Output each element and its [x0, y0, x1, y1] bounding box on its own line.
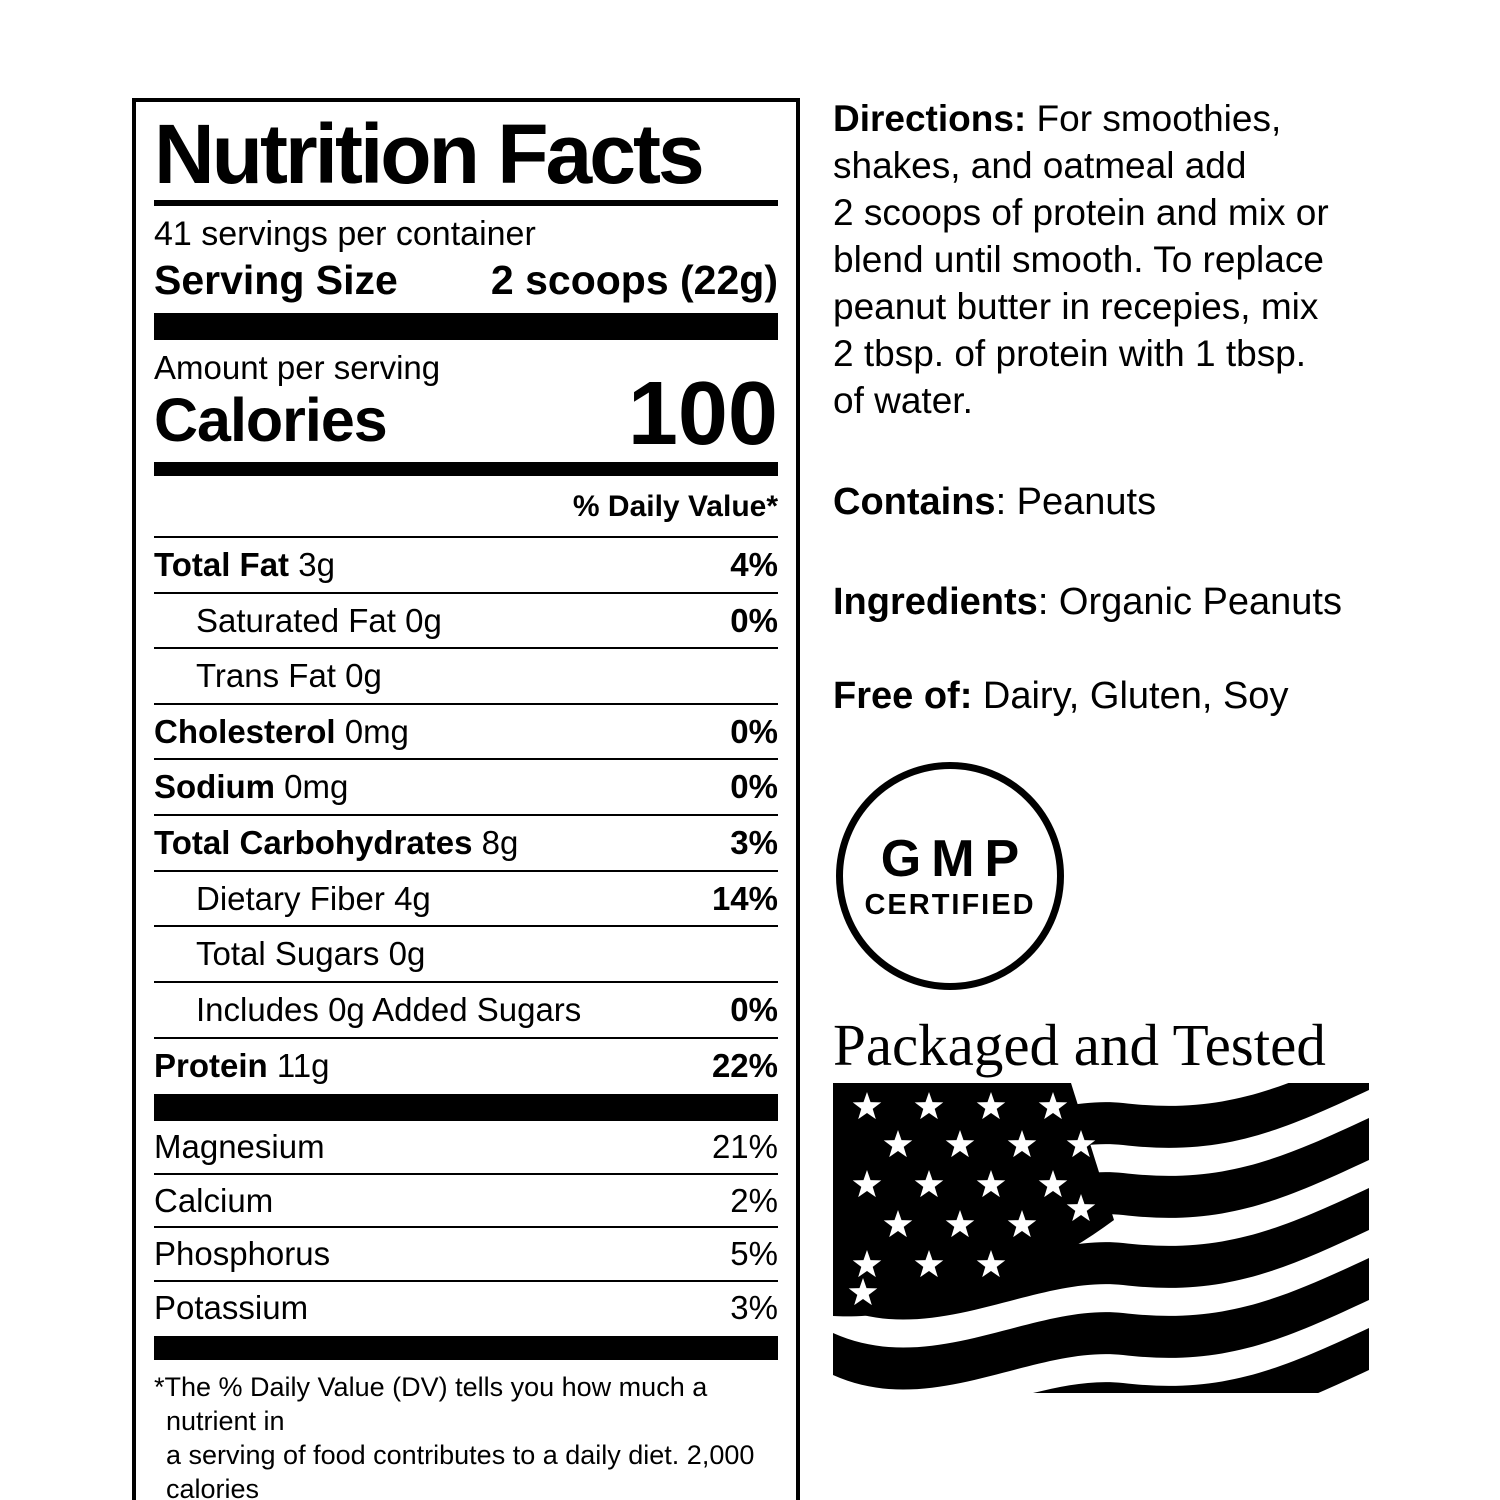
mineral-dv: 21%: [711, 1128, 778, 1166]
directions-text: Directions: For smoothies, shakes, and o…: [833, 98, 1329, 421]
nutrient-dv: 22%: [711, 1046, 778, 1084]
nutrient-row: Saturated Fat 0g 0%: [154, 591, 778, 648]
nutrient-name: Sodium 0mg: [154, 768, 349, 806]
nutrient-name: Trans Fat 0g: [196, 657, 382, 695]
divider-bar: [154, 1094, 778, 1122]
nutrient-row: Trans Fat 0g: [154, 647, 778, 703]
mineral-name: Potassium: [154, 1289, 309, 1326]
divider-bar: [154, 1335, 778, 1360]
nutrient-row: Sodium 0mg 0%: [154, 758, 778, 814]
free-of-text: Free of: Dairy, Gluten, Soy: [833, 675, 1289, 717]
calories-block: Amount per serving Calories 100: [154, 348, 778, 465]
nutrition-facts-title: Nutrition Facts: [154, 107, 705, 201]
mineral-row: Calcium 2%: [154, 1172, 778, 1227]
servings-per-container: 41 servings per container: [154, 215, 536, 253]
nutrient-name: Dietary Fiber 4g: [196, 879, 431, 917]
calories-value: 100: [627, 364, 778, 465]
ingredients-text: Ingredients: Organic Peanuts: [833, 581, 1342, 623]
gmp-badge-title: GMP: [880, 829, 1030, 888]
gmp-certified-badge: GMP CERTIFIED: [836, 762, 1064, 990]
mineral-name: Calcium: [154, 1181, 274, 1219]
nutrient-row: Protein 11g 22%: [154, 1036, 778, 1093]
mineral-name: Magnesium: [154, 1128, 325, 1166]
nutrient-row: Includes 0g Added Sugars 0%: [154, 980, 778, 1037]
nutrient-dv: 0%: [730, 990, 778, 1028]
mineral-name: Phosphorus: [154, 1235, 331, 1273]
nutrient-row: Total Carbohydrates 8g 3%: [154, 814, 778, 870]
gmp-badge-subtitle: CERTIFIED: [864, 888, 1036, 921]
contains-text: Contains: Peanuts: [833, 481, 1157, 523]
mineral-dv: 2%: [730, 1181, 778, 1219]
nutrient-name: Total Carbohydrates 8g: [154, 824, 519, 861]
serving-size-row: Serving Size 2 scoops (22g): [154, 257, 778, 304]
nutrition-facts-panel: Nutrition Facts 41 servings per containe…: [132, 98, 800, 1500]
nutrient-row: Cholesterol 0mg 0%: [154, 702, 778, 759]
nutrient-dv: 14%: [711, 879, 778, 917]
contains-label: Contains: [833, 481, 996, 523]
divider-bar: [154, 313, 778, 341]
free-of-label: Free of:: [833, 675, 973, 717]
nutrient-dv: 0%: [730, 712, 778, 750]
product-info-column: Directions: For smoothies, shakes, and o…: [833, 95, 1418, 1405]
nutrient-name: Saturated Fat 0g: [196, 601, 442, 639]
calories-label: Calories: [154, 385, 388, 454]
serving-size-label: Serving Size: [154, 257, 398, 304]
us-flag-icon: [833, 1083, 1369, 1393]
directions-label: Directions:: [833, 98, 1037, 139]
nutrient-dv: 3%: [730, 824, 778, 861]
nutrient-row: Total Sugars 0g: [154, 925, 778, 981]
mineral-dv: 3%: [730, 1289, 778, 1326]
serving-size-value: 2 scoops (22g): [490, 257, 778, 304]
nutrient-dv: 0%: [730, 601, 778, 639]
mineral-dv: 5%: [730, 1235, 778, 1273]
nutrient-name: Includes 0g Added Sugars: [196, 990, 582, 1028]
mineral-row: Phosphorus 5%: [154, 1226, 778, 1280]
amount-per-serving-label: Amount per serving: [154, 349, 441, 387]
divider-rule: [154, 200, 778, 206]
nutrient-rows: Total Fat 3g 4% Saturated Fat 0g 0% Tran…: [154, 535, 778, 1093]
nutrient-dv: 0%: [730, 768, 778, 806]
mineral-row: Magnesium 21%: [154, 1121, 778, 1173]
daily-value-header: % Daily Value*: [572, 489, 778, 523]
daily-value-footnote: *The % Daily Value (DV) tells you how mu…: [154, 1371, 755, 1500]
nutrient-dv: 4%: [730, 545, 778, 583]
nutrient-row: Dietary Fiber 4g 14%: [154, 869, 778, 926]
mineral-row: Potassium 3%: [154, 1280, 778, 1334]
nutrient-name: Protein 11g: [154, 1046, 330, 1084]
nutrient-row: Total Fat 3g 4%: [154, 535, 778, 592]
nutrient-name: Total Fat 3g: [154, 545, 335, 583]
packaged-and-tested-text: Packaged and Tested: [833, 1012, 1326, 1078]
nutrient-name: Cholesterol 0mg: [154, 712, 409, 750]
nutrient-name: Total Sugars 0g: [196, 935, 426, 973]
ingredients-label: Ingredients: [833, 581, 1038, 623]
mineral-rows: Magnesium 21% Calcium 2% Phosphorus 5% P…: [154, 1121, 778, 1334]
divider-bar: [154, 461, 778, 476]
